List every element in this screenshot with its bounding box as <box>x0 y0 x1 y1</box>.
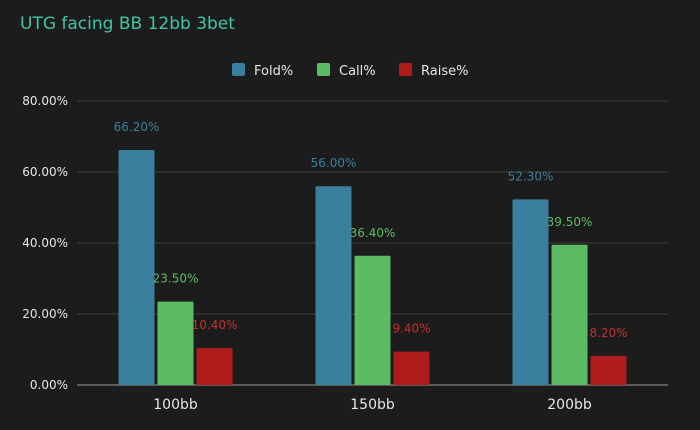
data-label: 23.50% <box>153 272 199 286</box>
legend-swatch <box>399 63 412 76</box>
y-tick-label: 0.00% <box>30 378 68 392</box>
legend-label: Fold% <box>254 64 293 79</box>
bar-raise <box>196 348 233 385</box>
legend-label: Raise% <box>421 64 468 79</box>
chart-title: UTG facing BB 12bb 3bet <box>20 14 235 34</box>
y-tick-label: 40.00% <box>22 236 68 250</box>
y-tick-label: 80.00% <box>22 94 68 108</box>
legend-swatch <box>317 63 330 76</box>
data-label: 36.40% <box>350 226 396 240</box>
bar-fold <box>512 199 549 385</box>
legend-swatch <box>232 63 245 76</box>
data-label: 66.20% <box>114 120 160 134</box>
bar-fold <box>315 186 352 385</box>
bar-raise <box>393 351 430 385</box>
bar-raise <box>590 355 627 385</box>
y-tick-label: 20.00% <box>22 307 68 321</box>
data-label: 8.20% <box>589 326 627 340</box>
legend-label: Call% <box>339 64 376 79</box>
x-tick-label: 200bb <box>547 397 592 413</box>
data-label: 10.40% <box>192 318 238 332</box>
data-label: 52.30% <box>508 169 554 183</box>
y-tick-label: 60.00% <box>22 165 68 179</box>
bar-call <box>551 244 588 385</box>
data-label: 56.00% <box>311 156 357 170</box>
bar-call <box>157 301 194 385</box>
data-label: 39.50% <box>547 215 593 229</box>
x-tick-label: 100bb <box>153 397 198 413</box>
data-label: 9.40% <box>392 322 430 336</box>
bar-call <box>354 255 391 385</box>
bar-fold <box>118 149 155 385</box>
x-tick-label: 150bb <box>350 397 395 413</box>
